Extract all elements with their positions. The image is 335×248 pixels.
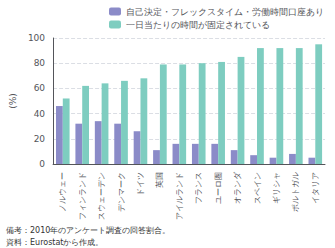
svg-text:ノルウェー: ノルウェー <box>58 172 67 212</box>
svg-text:フランス: フランス <box>194 172 203 204</box>
svg-text:60: 60 <box>34 83 46 93</box>
svg-text:一日当たりの時間が固定されている: 一日当たりの時間が固定されている <box>126 20 270 30</box>
svg-text:英国: 英国 <box>155 172 164 188</box>
svg-text:自己決定・フレックスタイム・労働時間口座あり: 自己決定・フレックスタイム・労働時間口座あり <box>126 7 324 17</box>
svg-text:40: 40 <box>34 109 46 119</box>
svg-text:ギリシャ: ギリシャ <box>272 172 281 204</box>
svg-text:20: 20 <box>34 134 46 144</box>
svg-text:ユーロ圏: ユーロ圏 <box>214 172 223 204</box>
svg-text:イタリア: イタリア <box>311 172 320 204</box>
svg-text:デンマーク: デンマーク <box>117 172 126 212</box>
svg-text:オランダ: オランダ <box>233 171 242 204</box>
svg-text:備考：2010年のアンケート調査の回答割合。: 備考：2010年のアンケート調査の回答割合。 <box>6 226 170 235</box>
svg-text:80: 80 <box>34 58 46 68</box>
svg-text:(%): (%) <box>8 93 18 109</box>
svg-text:100: 100 <box>28 33 45 43</box>
svg-text:スウェーデン: スウェーデン <box>97 172 106 220</box>
svg-text:0: 0 <box>39 159 45 169</box>
svg-text:ドイツ: ドイツ <box>136 172 145 196</box>
svg-text:資料：Eurostatから作成。: 資料：Eurostatから作成。 <box>6 238 103 247</box>
svg-text:アイルランド: アイルランド <box>175 172 184 220</box>
svg-text:フィンランド: フィンランド <box>78 172 87 220</box>
svg-text:ポルトガル: ポルトガル <box>291 172 300 212</box>
svg-text:スペイン: スペイン <box>253 172 262 204</box>
